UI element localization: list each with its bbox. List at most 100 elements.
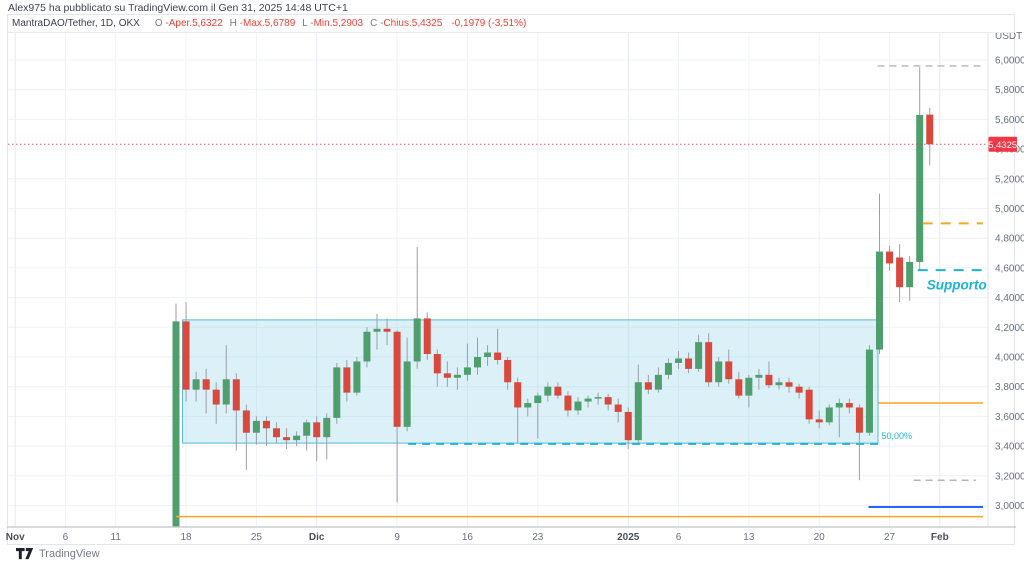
candle-body-down [604,397,612,405]
candle-body-up [876,251,883,350]
time-tick-label: Nov [6,532,25,543]
tradingview-attribution[interactable]: TradingView [16,547,100,561]
candle-body-up [403,361,411,427]
candle-body-down [725,361,733,380]
candle-body-up [594,397,602,399]
candle [333,362,341,424]
candle-body-up [675,358,682,363]
candle-body-up [835,403,843,408]
candle [705,333,713,387]
candle [604,394,612,411]
candle [343,359,351,402]
candle [906,256,914,301]
candle [474,337,481,375]
candle [373,313,381,350]
candle [524,398,532,417]
candle-body-down [735,379,743,396]
candle [745,374,753,408]
candle [795,383,803,399]
candle-body-up [252,420,260,433]
candle [222,345,230,414]
candle [624,407,632,450]
candle [192,371,200,402]
time-tick-label: 25 [251,532,263,543]
price-axis-unit: USDT [995,31,1022,42]
ohlc-high-value: Max.5,6789 [243,18,296,29]
candle [815,410,823,429]
candle-body-down [273,428,280,438]
candle-body-up [865,349,873,433]
candle-body-down [805,389,813,420]
candle [293,431,301,447]
candle [926,107,934,166]
publication-header: Alex975 ha pubblicato su TradingView.com… [8,2,348,14]
last-price-badge-text: 5,4325 [988,140,1017,151]
candle-body-up [353,361,361,393]
candle-body-up [534,395,542,404]
candle [283,428,291,450]
time-tick-label: 9 [394,532,400,543]
candle [172,303,180,527]
price-tick-label: 6,0000 [995,56,1024,67]
candle [916,67,924,271]
candle-body-down [514,382,522,408]
candle [494,328,502,365]
candle [886,245,894,271]
candle [433,349,441,387]
candle [323,413,331,460]
candle-body-down [785,382,793,387]
price-axis[interactable]: USDT6,00005,80005,60005,40005,20005,0000… [988,31,1024,512]
price-tick-label: 5,0000 [995,204,1024,215]
candle-body-up [664,362,672,375]
candle-body-up [654,374,662,390]
candle-body-up [293,435,301,441]
candle-body-down [896,257,904,288]
candle [554,382,562,399]
candle [443,361,451,387]
annotations-layer: Supporto 50,00% [882,277,987,441]
candle [453,367,461,390]
ohlc-low-label: L - [302,18,314,29]
candle-body-down [433,354,441,374]
candle-body-up [715,361,723,383]
candle-body-down [383,328,391,332]
time-axis[interactable]: Nov 6 11 18 25 Dic 9 16 23 2025 6 13 20 27 Feb [6,532,949,543]
candle-body-down [554,386,562,396]
candle-body-down [845,403,853,408]
candle [514,377,522,444]
price-tick-label: 3,0000 [995,501,1024,512]
price-tick-label: 5,6000 [995,115,1024,126]
support-zone-rect[interactable] [182,319,879,444]
candle-body-up [544,386,552,396]
time-tick-label: 20 [814,532,826,543]
candle [685,352,693,374]
candle [273,422,280,444]
ohlc-high-label: H - [229,18,243,29]
candle-body-up [916,114,924,262]
legend-bar: MantraDAO/Tether, 1D, OKX O - Aper.5,632… [8,15,1014,33]
candle [182,302,190,402]
ohlc-open-value: Aper.5,6322 [168,18,223,29]
tradingview-logo-icon [16,548,34,560]
candle [675,351,682,369]
price-tick-label: 4,6000 [995,263,1024,274]
candle [504,357,512,390]
candle [876,193,883,355]
candle-body-up [474,357,481,368]
candle-body-down [886,251,894,264]
candle-body-down [212,389,220,405]
candle-body-up [634,382,642,441]
tradingview-brand: TradingView [39,548,100,560]
candle [403,337,411,432]
candle-body-down [815,419,823,423]
candle-body-up [222,379,230,405]
candle [232,373,240,451]
price-tick-label: 5,2000 [995,174,1024,185]
candle [584,395,592,408]
candle [634,364,642,444]
time-tick-label: 23 [532,532,544,543]
candle-body-up [695,342,703,369]
candle-body-down [313,422,321,438]
candle-body-down [564,395,572,411]
